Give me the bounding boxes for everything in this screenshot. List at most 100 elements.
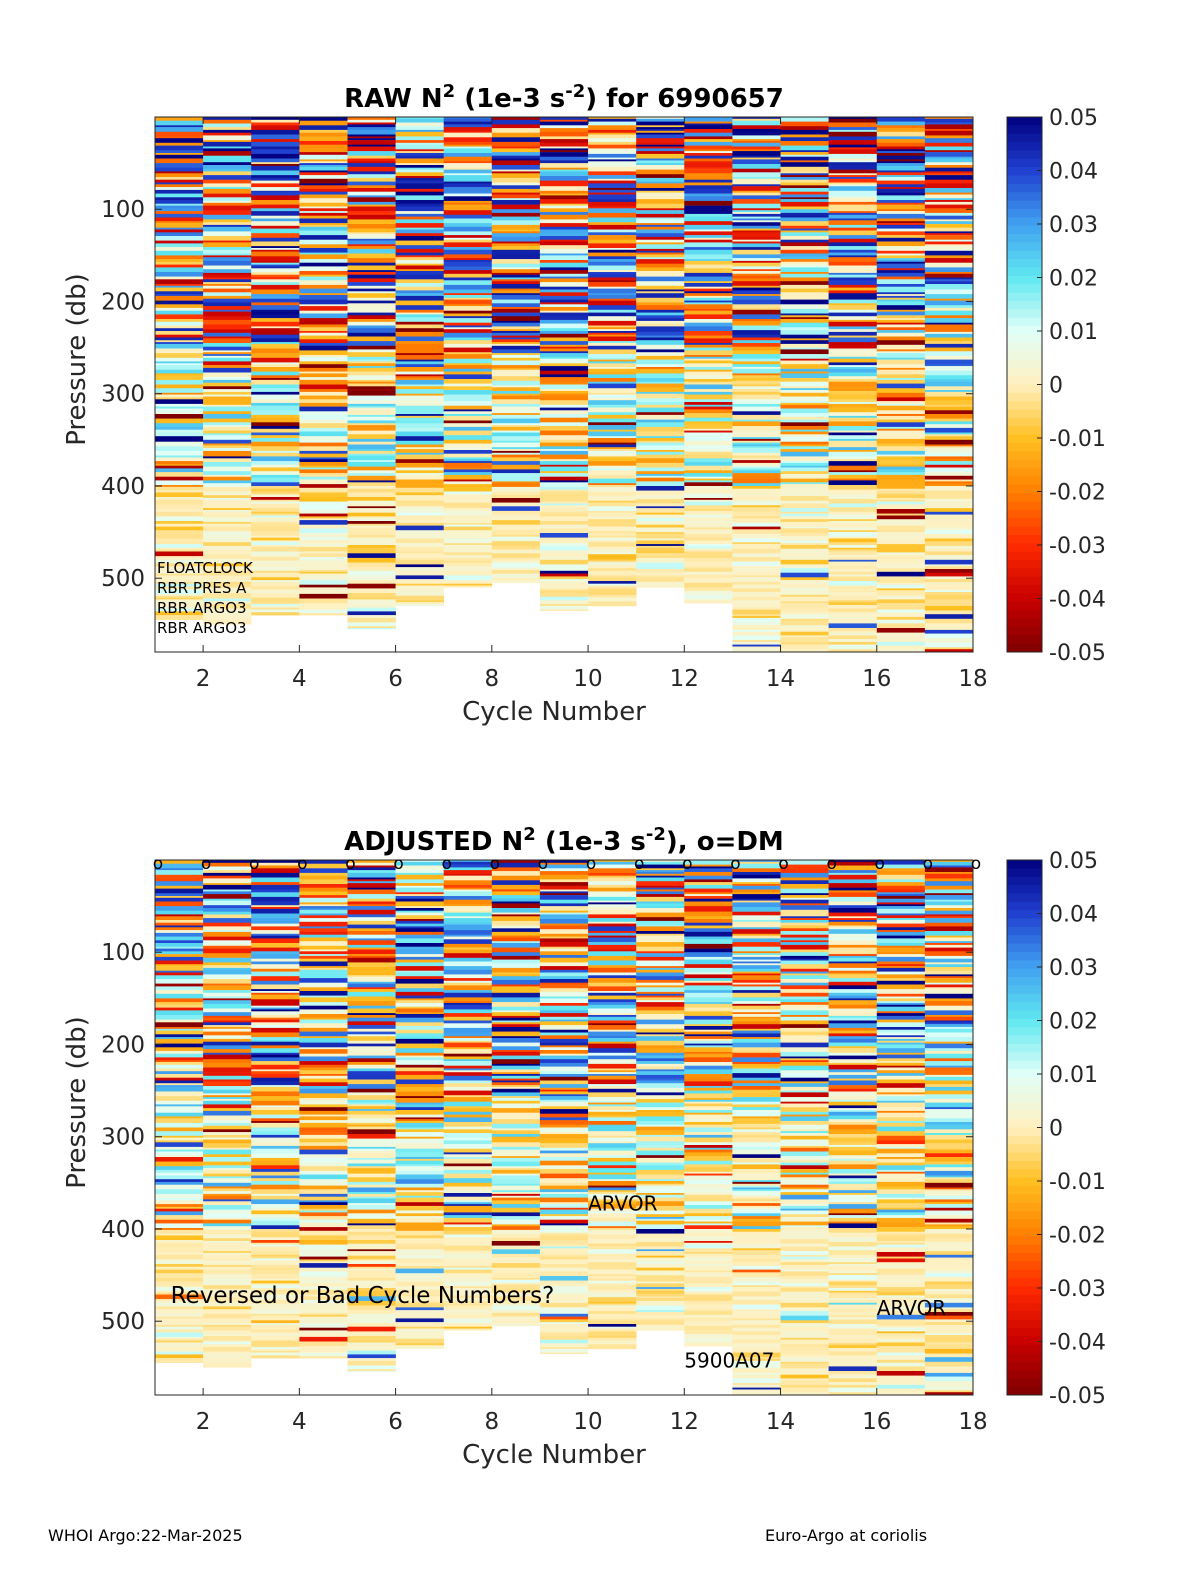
heatmap-cell (203, 1003, 252, 1009)
heatmap-cell (780, 1101, 829, 1104)
heatmap-cell (780, 1159, 829, 1163)
heatmap-cell (491, 259, 541, 264)
heatmap-cell (684, 1093, 733, 1099)
heatmap-cell (732, 452, 781, 456)
heatmap-cell (588, 1283, 637, 1286)
heatmap-cell (539, 1276, 589, 1281)
heatmap-cell (636, 252, 685, 255)
heatmap-cell (251, 515, 300, 518)
heatmap-cell (588, 535, 637, 538)
heatmap-cell (588, 1201, 637, 1205)
heatmap-cell (347, 1270, 396, 1275)
heatmap-cell (203, 1143, 252, 1149)
heatmap-cell (347, 1040, 396, 1044)
heatmap-cell (636, 165, 685, 170)
heatmap-cell (780, 620, 829, 626)
heatmap-cell (347, 297, 396, 301)
heatmap-cell (588, 1289, 637, 1293)
heatmap-cell (732, 1281, 781, 1286)
heatmap-cell (780, 1278, 829, 1284)
heatmap-cell (251, 491, 300, 495)
heatmap-cell (684, 1127, 733, 1133)
heatmap-cell (732, 294, 781, 297)
heatmap-cell (828, 545, 877, 549)
heatmap-cell (251, 1039, 300, 1042)
heatmap-cell (347, 127, 396, 131)
heatmap-cell (876, 324, 926, 328)
heatmap-cell (780, 1097, 829, 1102)
heatmap-cell (876, 609, 926, 613)
heatmap-cell (588, 533, 637, 537)
heatmap-cell (491, 1082, 541, 1086)
heatmap-cell (395, 185, 444, 190)
heatmap-cell (588, 1072, 637, 1075)
heatmap-cell (924, 327, 974, 333)
heatmap-cell (491, 274, 541, 278)
heatmap-cell (828, 381, 877, 387)
heatmap-cell (491, 233, 541, 238)
heatmap-cell (347, 523, 396, 526)
heatmap-cell (780, 533, 829, 537)
heatmap-cell (539, 864, 589, 869)
heatmap-cell (443, 420, 493, 424)
heatmap-cell (636, 1267, 685, 1271)
heatmap-cell (491, 979, 541, 985)
heatmap-cell (203, 400, 252, 406)
heatmap-cell (588, 212, 637, 218)
heatmap-cell (347, 403, 396, 406)
heatmap-cell (684, 1036, 733, 1040)
heatmap-cell (299, 194, 348, 199)
heatmap-cell (636, 1107, 685, 1111)
heatmap-cell (588, 320, 637, 326)
heatmap-cell (780, 422, 829, 427)
heatmap-cell (155, 1181, 204, 1185)
heatmap-cell (876, 153, 926, 157)
heatmap-cell (203, 277, 252, 280)
heatmap-cell (684, 449, 733, 453)
heatmap-cell (395, 269, 444, 272)
heatmap-cell (251, 535, 300, 538)
heatmap-cell (828, 618, 877, 624)
heatmap-cell (251, 1032, 300, 1038)
heatmap-cell (203, 288, 252, 293)
heatmap-cell (395, 1127, 444, 1130)
heatmap-cell (828, 639, 877, 643)
heatmap-cell (155, 200, 204, 204)
heatmap-cell (588, 1115, 637, 1118)
heatmap-cell (155, 1057, 204, 1061)
heatmap-cell (347, 136, 396, 139)
heatmap-cell (636, 1136, 685, 1142)
heatmap-cell (347, 545, 396, 549)
heatmap-cell (588, 560, 637, 563)
heatmap-cell (443, 132, 493, 138)
colorbar-step (1007, 267, 1042, 277)
heatmap-cell (684, 527, 733, 530)
heatmap-cell (155, 1235, 204, 1241)
heatmap-cell (684, 179, 733, 183)
heatmap-cell (924, 298, 974, 301)
heatmap-cell (395, 589, 444, 593)
heatmap-cell (203, 1223, 252, 1227)
heatmap-cell (588, 468, 637, 471)
heatmap-cell (780, 1315, 829, 1321)
heatmap-cell (299, 188, 348, 192)
heatmap-cell (395, 1014, 444, 1018)
heatmap-cell (636, 475, 685, 478)
heatmap-cell (732, 882, 781, 885)
heatmap-cell (491, 563, 541, 567)
heatmap-cell (347, 1118, 396, 1124)
heatmap-cell (347, 518, 396, 522)
heatmap-cell (395, 295, 444, 301)
heatmap-cell (780, 141, 829, 146)
heatmap-cell (347, 371, 396, 376)
heatmap-cell (876, 170, 926, 173)
heatmap-cell (780, 1331, 829, 1334)
heatmap-cell (636, 532, 685, 535)
heatmap-cell (299, 367, 348, 372)
heatmap-cell (155, 255, 204, 260)
heatmap-cell (155, 223, 204, 228)
heatmap-cell (299, 997, 348, 1003)
heatmap-cell (636, 244, 685, 250)
heatmap-cell (491, 937, 541, 942)
